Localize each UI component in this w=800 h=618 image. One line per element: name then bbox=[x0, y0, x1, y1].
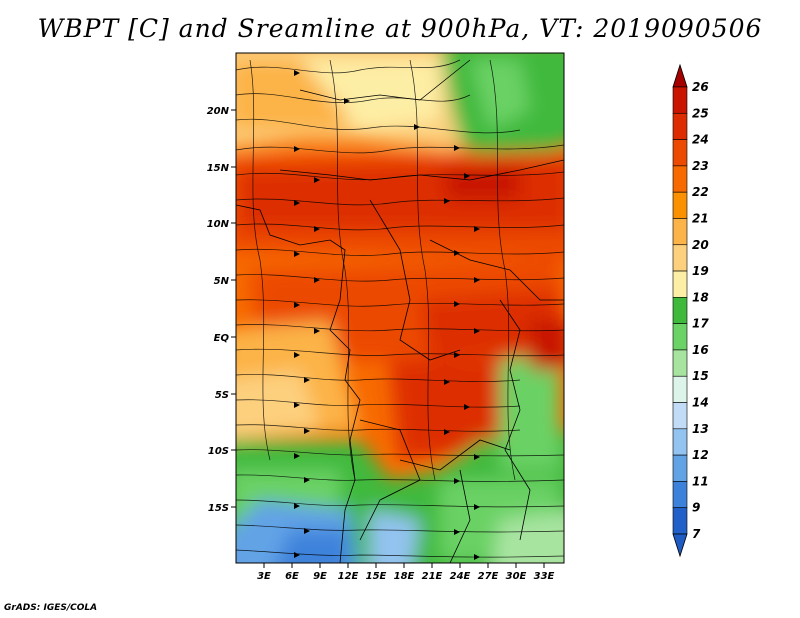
lat-label-20n: 20N bbox=[207, 106, 230, 117]
colorbar-label: 14 bbox=[692, 396, 709, 410]
lat-label-10s: 10S bbox=[208, 446, 229, 457]
colorbar-box bbox=[672, 481, 688, 509]
lon-label-18e: 18E bbox=[394, 571, 415, 582]
map-frame bbox=[235, 52, 565, 564]
colorbar-box bbox=[672, 428, 688, 456]
wbpt-field bbox=[236, 53, 564, 563]
colorbar-label: 25 bbox=[692, 106, 709, 120]
lon-label-9e: 9E bbox=[313, 571, 327, 582]
lon-label-6e: 6E bbox=[285, 571, 299, 582]
lat-label-5s: 5S bbox=[215, 390, 229, 401]
lat-label-15n: 15N bbox=[207, 163, 230, 174]
lon-label-15e: 15E bbox=[366, 571, 387, 582]
colorbar-box bbox=[672, 139, 688, 167]
lon-label-33e: 33E bbox=[534, 571, 555, 582]
colorbar-box bbox=[672, 323, 688, 351]
colorbar-label: 12 bbox=[692, 448, 709, 462]
colorbar-label: 22 bbox=[692, 185, 709, 199]
colorbar-box bbox=[672, 402, 688, 430]
colorbar-label: 9 bbox=[692, 501, 700, 515]
lon-label-3e: 3E bbox=[257, 571, 271, 582]
colorbar-label: 16 bbox=[692, 343, 709, 357]
colorbar-label: 13 bbox=[692, 422, 709, 436]
colorbar-box bbox=[672, 507, 688, 535]
lon-label-27e: 27E bbox=[478, 571, 499, 582]
colorbar-box bbox=[672, 165, 688, 193]
colorbar-box bbox=[672, 454, 688, 482]
lat-label-eq: EQ bbox=[214, 333, 230, 344]
colorbar-label: 26 bbox=[692, 80, 709, 94]
colorbar-label: 15 bbox=[692, 369, 709, 383]
colorbar-label: 7 bbox=[692, 527, 701, 541]
colorbar-box bbox=[672, 297, 688, 324]
colorbar-box bbox=[672, 375, 688, 403]
colorbar-box bbox=[672, 112, 688, 140]
chart-title: WBPT [C] and Sreamline at 900hPa, VT: 20… bbox=[37, 14, 763, 43]
colorbar-box bbox=[672, 218, 688, 246]
colorbar-label: 19 bbox=[692, 264, 709, 278]
colorbar-bottom-triangle bbox=[672, 533, 688, 558]
lat-label-10n: 10N bbox=[207, 219, 230, 230]
colorbar-box bbox=[672, 191, 688, 219]
colorbar-label: 18 bbox=[692, 290, 709, 304]
colorbar-label: 17 bbox=[692, 317, 709, 331]
colorbar-box bbox=[672, 270, 688, 298]
colorbar-label: 21 bbox=[692, 211, 709, 225]
lon-label-12e: 12E bbox=[338, 571, 359, 582]
colorbar-label: 20 bbox=[692, 238, 709, 252]
lon-label-24e: 24E bbox=[450, 571, 471, 582]
colorbar-label: 11 bbox=[692, 474, 709, 488]
lat-label-5n: 5N bbox=[214, 276, 230, 287]
colorbar-box bbox=[672, 349, 688, 377]
colorbar-label: 24 bbox=[692, 133, 709, 147]
colorbar-box bbox=[672, 86, 688, 114]
grads-credit: GrADS: IGES/COLA bbox=[4, 603, 98, 613]
colorbar: 26 25 24 23 22 21 20 19 18 17 16 15 14 13 12 11 9 7 bbox=[672, 63, 709, 558]
lon-label-30e: 30E bbox=[506, 571, 527, 582]
colorbar-top-triangle bbox=[672, 63, 688, 88]
lon-label-21e: 21E bbox=[422, 571, 443, 582]
colorbar-box bbox=[672, 244, 688, 272]
colorbar-label: 23 bbox=[692, 159, 709, 173]
lat-label-15s: 15S bbox=[208, 503, 229, 514]
